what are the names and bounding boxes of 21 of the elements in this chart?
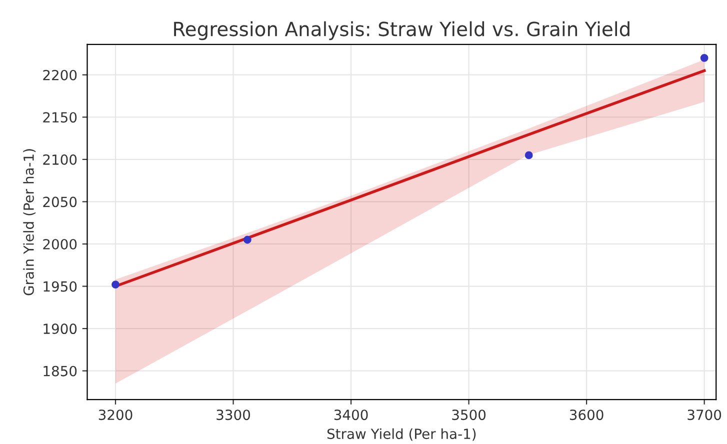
y-tick-label: 2100 <box>43 154 77 165</box>
point <box>112 280 120 289</box>
x-tick-label: 3600 <box>570 410 604 420</box>
y-tick-label: 2000 <box>43 238 77 250</box>
x-axis-title: Straw Yield (Per ha-1) <box>327 428 476 441</box>
y-tick-label: 2050 <box>43 196 77 208</box>
y-tick-label: 2150 <box>43 112 77 123</box>
x-tick-label: 3300 <box>216 410 250 420</box>
y-tick-label: 1900 <box>44 324 77 334</box>
y-tick-label: 1950 <box>44 281 77 292</box>
point <box>524 151 533 160</box>
x-tick-label: 3200 <box>98 410 132 420</box>
y-tick-label: 2200 <box>43 70 77 80</box>
chart-title: Regression Analysis: Straw Yield vs. Grain Yield <box>174 21 630 40</box>
point <box>700 54 708 62</box>
x-tick-label: 3400 <box>334 410 368 420</box>
y-axis-title: Grain Yield (Per ha-1) <box>23 149 36 296</box>
y-tick-label: 1850 <box>44 366 77 376</box>
x-tick-label: 3700 <box>688 410 722 420</box>
point <box>243 236 252 244</box>
x-tick-label: 3500 <box>452 410 486 420</box>
